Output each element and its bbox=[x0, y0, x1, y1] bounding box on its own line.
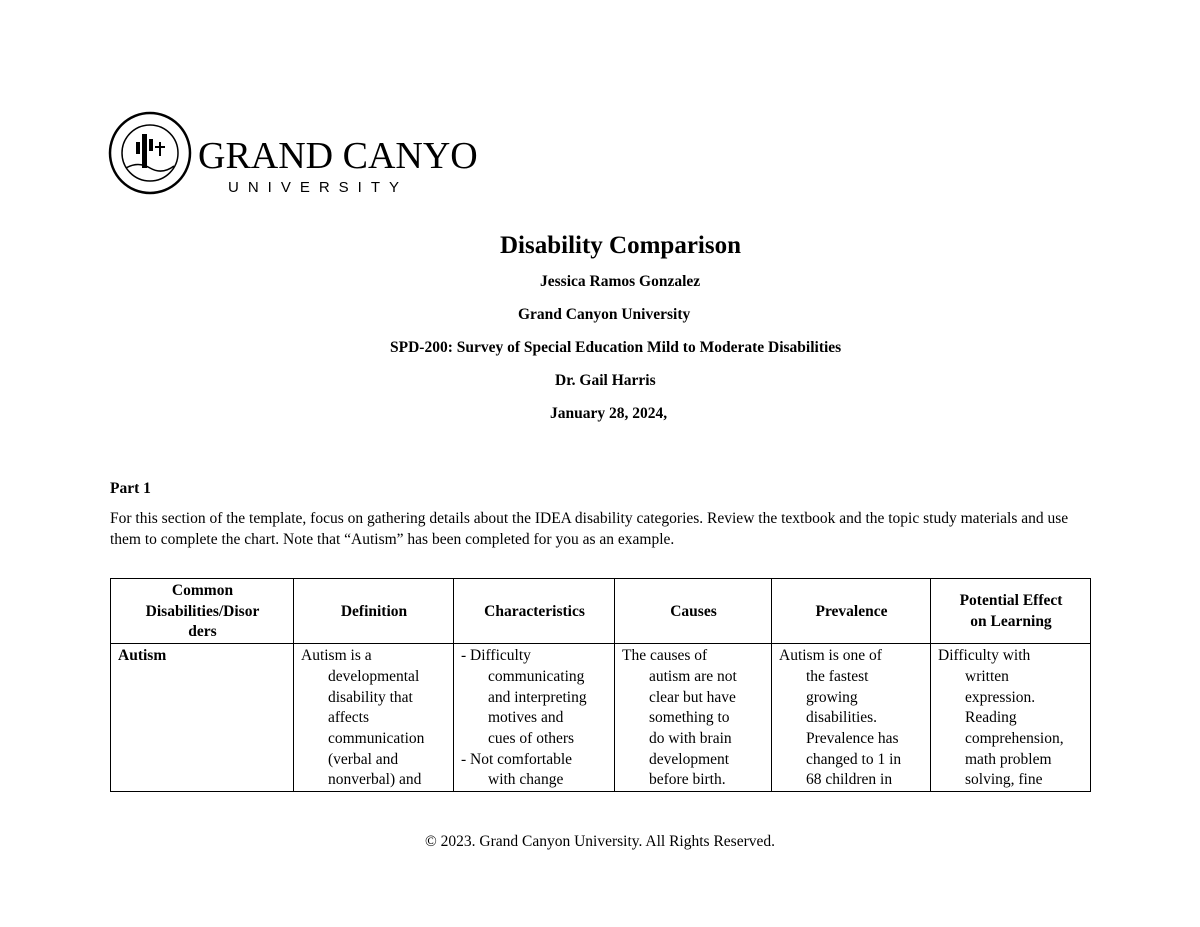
svg-text:UNIVERSITY: UNIVERSITY bbox=[228, 179, 408, 196]
institution: Grand Canyon University bbox=[518, 306, 691, 323]
cell-definition: Autism is a developmental disability that a… bbox=[293, 643, 454, 793]
cell-line: math problem bbox=[965, 750, 1052, 768]
header-effect: Potential Effect on Learning bbox=[930, 577, 1091, 645]
cell-line: developmental bbox=[328, 667, 420, 685]
header-line: Potential Effect bbox=[959, 592, 1063, 610]
cell-line: with change bbox=[488, 771, 564, 789]
cell-line: comprehension, bbox=[965, 729, 1064, 747]
header-causes: Causes bbox=[614, 577, 772, 645]
cell-line: solving, fine bbox=[965, 771, 1043, 789]
table-row: Autism Autism is a developmental disability… bbox=[110, 643, 1091, 793]
cell-causes: The causes of autism are not clear but hav… bbox=[614, 643, 772, 793]
copyright-footer: © 2023. Grand Canyon University. All Rig… bbox=[424, 833, 775, 850]
cell-line: changed to 1 in bbox=[806, 750, 902, 768]
header-definition: Definition bbox=[293, 577, 454, 645]
header-prevalence: Prevalence bbox=[771, 577, 931, 645]
header-line: on Learning bbox=[970, 613, 1052, 631]
instructor-name: Dr. Gail Harris bbox=[555, 372, 656, 389]
header-line: Causes bbox=[670, 602, 717, 620]
cell-line: - Not comfortable bbox=[461, 750, 573, 768]
cell-line: disabilities. bbox=[806, 709, 878, 727]
header-disability: Common Disabilities/Disor ders bbox=[110, 577, 294, 645]
cell-line: motives and bbox=[488, 709, 564, 727]
cell-line: (verbal and bbox=[328, 750, 399, 768]
header-line: ders bbox=[188, 623, 217, 641]
cell-line: disability that bbox=[328, 688, 413, 706]
table-header-row: Common Disabilities/Disor ders Definition Ch… bbox=[110, 577, 1091, 645]
cell-line: cues of others bbox=[488, 729, 575, 747]
cell-line: growing bbox=[806, 688, 858, 706]
header-characteristics: Characteristics bbox=[453, 577, 615, 645]
cell-line: development bbox=[649, 750, 730, 768]
cell-characteristics: - Difficulty communicating and interpretin… bbox=[453, 643, 615, 793]
cell-line: do with brain bbox=[649, 729, 732, 747]
header-line: Prevalence bbox=[815, 602, 888, 620]
header-line: Common bbox=[171, 582, 234, 599]
disability-name: Autism bbox=[118, 647, 167, 665]
cell-line: the fastest bbox=[806, 667, 869, 685]
cell-line: Autism is one of bbox=[779, 647, 882, 665]
cell-line: expression. bbox=[965, 688, 1036, 706]
cell-line: communicating bbox=[488, 667, 585, 685]
gcu-logo: GRAND CANYON UNIVERSITY bbox=[108, 111, 478, 196]
disability-comparison-table: Common Disabilities/Disor ders Definition Ch… bbox=[110, 577, 1091, 793]
cell-line: autism are not bbox=[649, 667, 737, 685]
cell-line: before birth. bbox=[649, 771, 726, 789]
header-line: Disabilities/Disor bbox=[145, 602, 260, 620]
cell-line: - Difficulty bbox=[461, 647, 531, 665]
cell-prevalence: Autism is one of the fastest growing disabi… bbox=[771, 643, 931, 793]
cell-line: written bbox=[965, 667, 1009, 685]
document-date: January 28, 2024, bbox=[550, 405, 668, 422]
part-heading: Part 1 bbox=[110, 480, 151, 497]
intro-paragraph: For this section of the template, focus … bbox=[110, 510, 1069, 548]
header-line: Definition bbox=[340, 602, 408, 620]
course-name: SPD-200: Survey of Special Education Mil… bbox=[390, 339, 842, 356]
cell-disability: Autism bbox=[110, 643, 294, 793]
author-name: Jessica Ramos Gonzalez bbox=[540, 273, 701, 290]
cell-line: nonverbal) and bbox=[328, 771, 422, 789]
cell-line: clear but have bbox=[649, 688, 736, 706]
cell-effect: Difficulty with written expression. Reading… bbox=[930, 643, 1091, 793]
header-line: Characteristics bbox=[484, 602, 585, 620]
cell-line: and interpreting bbox=[488, 688, 587, 706]
cell-line: The causes of bbox=[622, 647, 708, 665]
cell-line: 68 children in bbox=[806, 771, 893, 789]
cell-line: Difficulty with bbox=[938, 647, 1031, 665]
cell-line: Autism is a bbox=[301, 647, 372, 665]
cell-line: something to bbox=[649, 709, 730, 727]
cell-line: Prevalence has bbox=[806, 729, 899, 747]
cell-line: communication bbox=[328, 729, 425, 747]
svg-text:GRAND CANYON: GRAND CANYON bbox=[198, 135, 478, 177]
document-title: Disability Comparison bbox=[500, 232, 742, 259]
cell-line: affects bbox=[328, 709, 370, 727]
cell-line: Reading bbox=[965, 709, 1017, 727]
